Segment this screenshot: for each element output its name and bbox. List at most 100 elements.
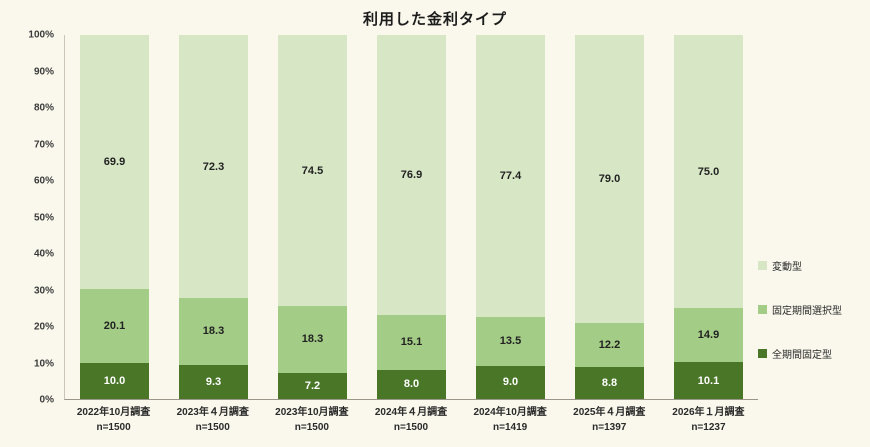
bar-column: 79.0 12.2 8.8	[560, 35, 659, 399]
segment-value-label: 75.0	[697, 165, 720, 178]
x-axis-category-label: 2025年４月調査	[573, 407, 646, 418]
segment-value-label: 18.3	[202, 325, 225, 338]
bar-segment: 9.3	[179, 364, 248, 399]
x-axis-label-group: 2026年１月調査 n=1237	[659, 403, 758, 433]
x-axis-category-label: 2023年４月調査	[176, 407, 249, 418]
legend-swatch	[758, 305, 767, 314]
bar-segment: 12.2	[575, 322, 644, 367]
y-axis-tick-label: 90%	[33, 66, 54, 77]
segment-value-label: 69.9	[103, 156, 126, 169]
legend-item: 全期間固定型	[758, 346, 868, 361]
segment-value-label: 8.8	[601, 376, 618, 389]
bar: 75.0 14.9 10.1	[674, 35, 743, 399]
legend: 変動型固定期間選択型 全期間固定型	[758, 258, 868, 390]
bar-segment: 14.9	[674, 308, 743, 363]
bar: 74.5 18.3 7.2	[278, 35, 347, 399]
x-axis-label-group: 2024年４月調査 n=1500	[361, 403, 460, 433]
x-axis-category-label: 2024年10月調査	[473, 407, 547, 418]
x-axis-sample-size-label: n=1397	[592, 422, 627, 433]
bar-segment: 7.2	[278, 372, 347, 399]
bar: 79.0 12.2 8.8	[575, 35, 644, 399]
bar: 76.9 15.1 8.0	[377, 35, 446, 399]
legend-swatch	[758, 261, 767, 270]
segment-value-label: 8.0	[403, 378, 420, 391]
bar-segment: 75.0	[674, 35, 743, 308]
x-axis-category-label: 2024年４月調査	[374, 407, 448, 418]
y-axis: 100% 90% 80% 70% 60% 50% 40% 30% 20% 10% 0%	[0, 30, 58, 406]
legend-swatch	[758, 349, 767, 358]
plot-area: 69.9 20.1 10.0 72.3 18.3 9.3 74.5 18.3 7.2 76.9 15…	[64, 35, 758, 400]
bar-segment: 74.5	[278, 35, 347, 307]
segment-value-label: 76.9	[400, 168, 423, 181]
bar-column: 77.4 13.5 9.0	[461, 35, 560, 399]
y-axis-tick-label: 10%	[33, 358, 54, 369]
legend-item: 固定期間選択型	[758, 302, 868, 317]
bar-segment: 79.0	[575, 35, 644, 323]
x-axis-sample-size-label: n=1419	[493, 422, 528, 433]
x-axis-sample-size-label: n=1500	[393, 422, 429, 433]
bar-segment: 18.3	[179, 298, 248, 365]
segment-value-label: 10.0	[103, 374, 126, 387]
x-axis-sample-size-label: n=1500	[294, 422, 329, 433]
y-axis-tick-label: 100%	[28, 29, 54, 41]
x-axis-category-label: 2023年10月調査	[275, 407, 349, 418]
bar-segment: 10.1	[674, 362, 743, 399]
segment-value-label: 77.4	[499, 169, 522, 182]
bar-column: 69.9 20.1 10.0	[65, 35, 164, 399]
chart-title: 利用した金利タイプ	[362, 11, 507, 28]
x-axis-label-group: 2022年10月調査 n=1500	[64, 403, 163, 433]
bar-segment: 10.0	[80, 362, 149, 399]
x-axis-label-group: 2023年10月調査 n=1500	[262, 403, 361, 433]
x-axis-category-label: 2026年１月調査	[672, 407, 745, 418]
y-axis-tick-label: 0%	[39, 394, 54, 406]
legend-label: 固定期間選択型	[772, 306, 842, 317]
bar-segment: 76.9	[377, 35, 446, 315]
segment-value-label: 18.3	[301, 333, 324, 346]
y-axis-tick-label: 50%	[33, 212, 54, 223]
bar-segment: 8.8	[575, 366, 644, 399]
bar-segment: 15.1	[377, 314, 446, 370]
bar-segment: 20.1	[80, 289, 149, 363]
bar-column: 74.5 18.3 7.2	[263, 35, 362, 399]
y-axis-tick-label: 80%	[33, 102, 54, 114]
x-axis-sample-size-label: n=1500	[195, 422, 230, 433]
bar-column: 76.9 15.1 8.0	[362, 35, 461, 399]
x-axis-label-group: 2023年４月調査 n=1500	[163, 403, 262, 433]
segment-value-label: 10.1	[697, 374, 720, 387]
bar-segment: 13.5	[476, 316, 545, 366]
y-axis-tick-label: 20%	[33, 321, 54, 333]
x-axis-label-group: 2024年10月調査 n=1419	[461, 403, 560, 433]
segment-value-label: 14.9	[697, 329, 720, 342]
segment-value-label: 7.2	[304, 379, 321, 392]
bar: 69.9 20.1 10.0	[80, 35, 149, 399]
bar: 72.3 18.3 9.3	[179, 35, 248, 399]
bar-column: 72.3 18.3 9.3	[164, 35, 263, 399]
segment-value-label: 9.0	[502, 376, 519, 389]
bar: 77.4 13.5 9.0	[476, 35, 545, 399]
bar-segment: 9.0	[476, 365, 545, 399]
legend-label: 変動型	[772, 262, 802, 273]
legend-item: 変動型	[758, 258, 868, 273]
x-axis-label-group: 2025年４月調査 n=1397	[560, 403, 659, 433]
segment-value-label: 79.0	[598, 172, 621, 185]
segment-value-label: 74.5	[301, 164, 324, 177]
segment-value-label: 72.3	[202, 160, 225, 173]
segment-value-label: 12.2	[598, 338, 621, 351]
bar-segment: 77.4	[476, 35, 545, 317]
x-axis-sample-size-label: n=1237	[691, 422, 726, 433]
bar-segment: 72.3	[179, 35, 248, 299]
x-axis-sample-size-label: n=1500	[96, 422, 131, 433]
y-axis-tick-label: 70%	[33, 139, 54, 150]
segment-value-label: 9.3	[205, 375, 222, 388]
x-axis-category-label: 2022年10月調査	[76, 407, 151, 418]
segment-value-label: 13.5	[499, 335, 522, 348]
bar-segment: 18.3	[278, 306, 347, 373]
bar-column: 75.0 14.9 10.1	[659, 35, 758, 399]
legend-label: 全期間固定型	[772, 350, 832, 361]
bar-segment: 69.9	[80, 35, 149, 290]
bar-segment: 8.0	[377, 369, 446, 399]
y-axis-tick-label: 40%	[33, 248, 54, 260]
x-axis: 2022年10月調査 n=1500 2023年４月調査 n=1500 2023年10月調…	[64, 403, 758, 433]
y-axis-tick-label: 60%	[33, 175, 54, 187]
